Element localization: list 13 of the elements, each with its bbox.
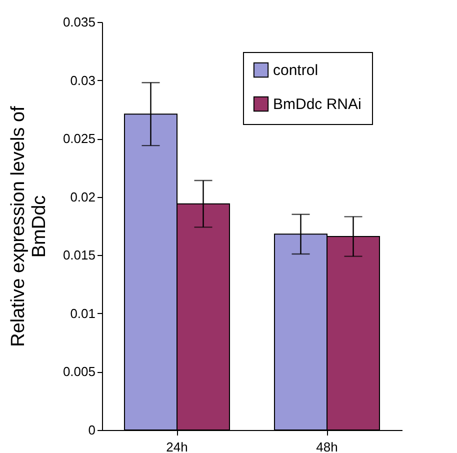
y-tick-label: 0.03 xyxy=(70,72,96,88)
legend-label: BmDdc RNAi xyxy=(273,96,362,113)
x-tick-label: 48h xyxy=(316,440,338,453)
y-tick-label: 0.015 xyxy=(62,248,96,263)
y-axis-title: Relative expression levels of BmDdc xyxy=(8,105,50,347)
y-tick-label: 0.025 xyxy=(62,131,96,146)
y-tick-label: 0.02 xyxy=(70,189,96,204)
y-tick-label: 0.01 xyxy=(70,306,96,321)
x-tick-label: 24h xyxy=(166,440,188,453)
y-tick-label: 0.035 xyxy=(62,14,96,30)
y-tick-label: 0 xyxy=(88,422,96,438)
legend-label: control xyxy=(273,62,318,79)
y-tick-label: 0.005 xyxy=(62,364,96,380)
